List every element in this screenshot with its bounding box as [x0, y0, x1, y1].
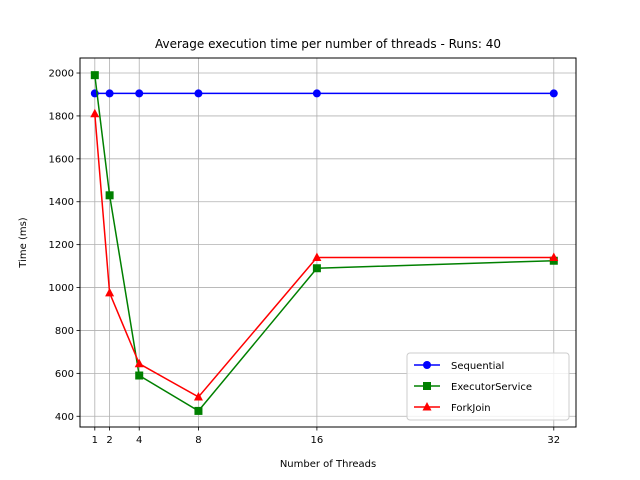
data-point-sequential — [105, 89, 114, 98]
chart-title: Average execution time per number of thr… — [155, 37, 501, 51]
x-tick-label: 1 — [92, 435, 98, 446]
data-point-executorservice — [312, 264, 321, 273]
x-tick-label: 2 — [106, 435, 112, 446]
legend: Sequential ExecutorService ForkJoin — [406, 352, 570, 421]
x-tick-label: 16 — [311, 435, 324, 446]
series-line-executorservice — [94, 75, 554, 412]
data-point-forkjoin — [193, 391, 203, 401]
y-axis-ticks: 400 600 800 1000 1200 1400 1600 1800 2000 — [49, 69, 80, 423]
x-axis-title: Number of Threads — [280, 459, 376, 470]
x-axis-ticks: 1 2 4 8 16 32 — [92, 427, 560, 446]
y-axis-title: Time (ms) — [18, 217, 29, 269]
data-point-executorservice — [135, 371, 144, 380]
y-tick-label: 400 — [55, 412, 74, 423]
data-point-sequential — [194, 89, 203, 98]
x-tick-label: 4 — [136, 435, 142, 446]
legend-item-sequential: Sequential — [414, 361, 504, 372]
data-point-forkjoin — [105, 287, 115, 297]
y-tick-label: 800 — [55, 326, 74, 337]
data-point-executorservice — [105, 191, 114, 200]
x-tick-label: 32 — [547, 435, 560, 446]
legend-marker — [423, 361, 431, 369]
legend-marker — [422, 402, 432, 411]
plot-frame — [79, 57, 577, 428]
data-point-executorservice — [194, 406, 203, 415]
data-point-executorservice — [90, 71, 99, 80]
data-point-forkjoin — [312, 252, 322, 262]
legend-item-executorservice: ExecutorService — [414, 382, 532, 393]
y-tick-label: 1400 — [49, 197, 74, 208]
legend-label: Sequential — [451, 361, 504, 372]
series-sequential — [90, 89, 558, 98]
data-point-sequential — [312, 89, 321, 98]
y-tick-label: 1200 — [49, 240, 74, 251]
y-tick-label: 1000 — [49, 283, 74, 294]
data-point-sequential — [135, 89, 144, 98]
y-tick-label: 1600 — [49, 154, 74, 165]
legend-label: ForkJoin — [451, 403, 491, 414]
y-tick-label: 2000 — [49, 69, 74, 80]
data-point-forkjoin — [90, 108, 100, 118]
series-line-forkjoin — [94, 113, 554, 398]
legend-label: ExecutorService — [451, 382, 532, 393]
data-point-forkjoin — [549, 252, 559, 262]
legend-marker — [423, 382, 431, 390]
legend-box — [406, 352, 570, 421]
data-point-forkjoin — [134, 358, 144, 368]
x-tick-label: 8 — [195, 435, 201, 446]
y-tick-label: 600 — [55, 369, 74, 380]
series-lines — [90, 71, 559, 415]
grid-lines — [80, 58, 576, 427]
y-tick-label: 1800 — [49, 111, 74, 122]
series-forkjoin — [90, 108, 559, 401]
data-point-sequential — [549, 89, 558, 98]
legend-item-forkjoin: ForkJoin — [414, 402, 491, 414]
